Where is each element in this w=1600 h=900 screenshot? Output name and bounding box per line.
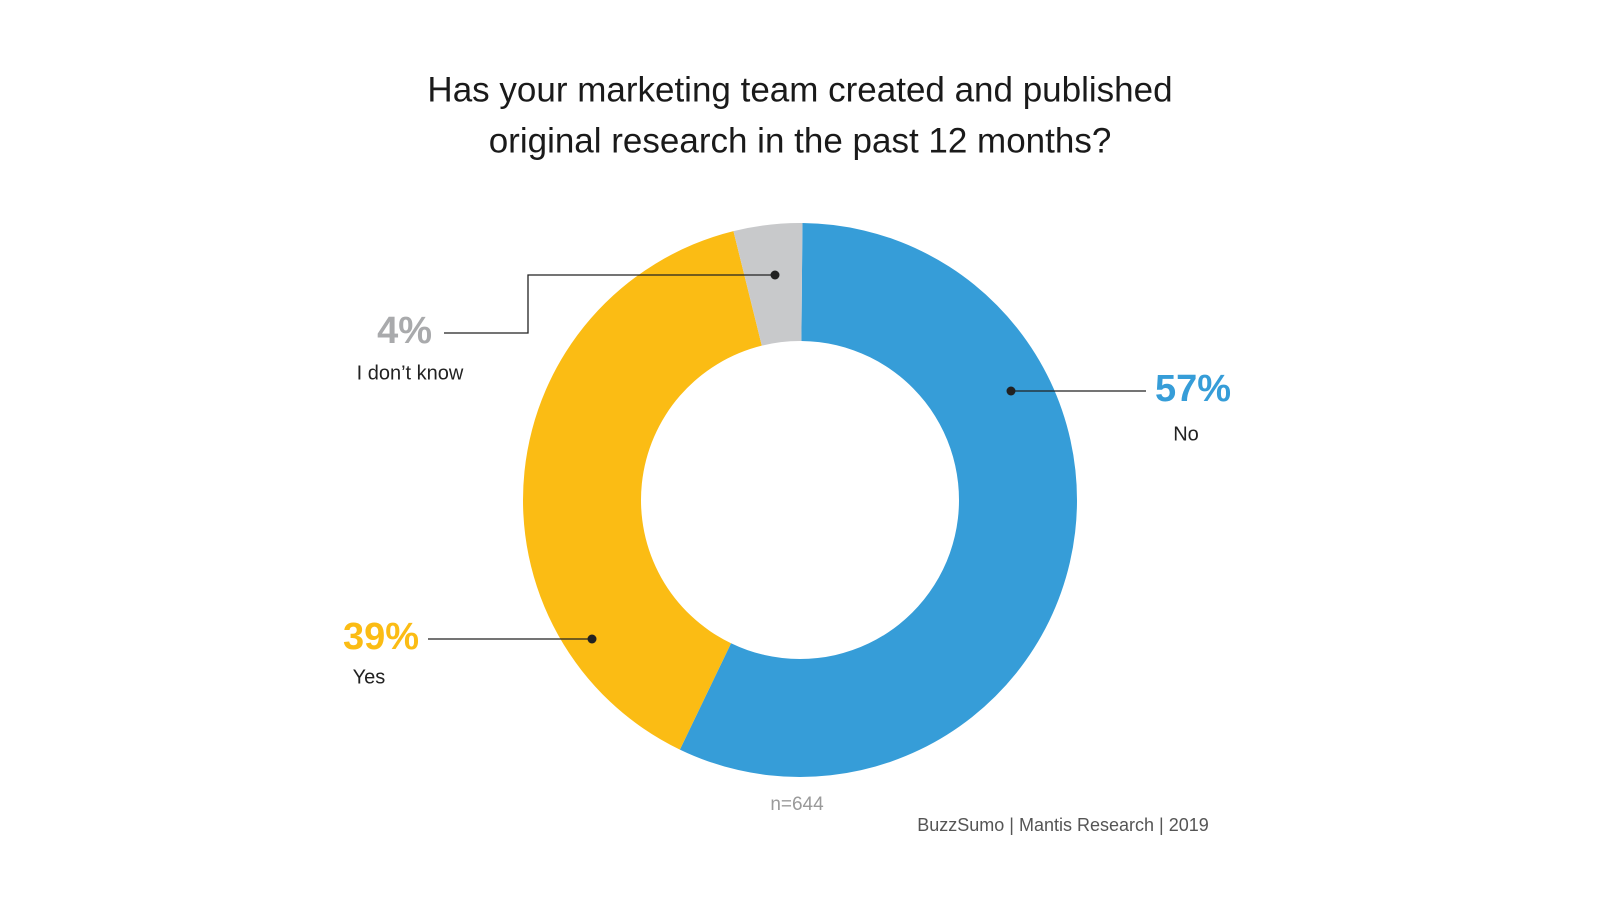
category-label: I don’t know — [357, 362, 464, 384]
leader-line — [444, 274, 775, 334]
value-label: 57% — [1155, 368, 1231, 410]
donut-slice — [733, 223, 803, 346]
donut-slice — [679, 223, 1077, 777]
category-label: Yes — [353, 666, 386, 688]
leader-dot — [587, 634, 597, 644]
category-label: No — [1173, 423, 1199, 445]
chart-title: Has your marketing team created and publ… — [427, 70, 1172, 109]
source: BuzzSumo | Mantis Research | 2019 — [917, 815, 1209, 835]
value-label: 39% — [343, 616, 419, 658]
leader-dot — [1006, 386, 1016, 396]
chart-title: original research in the past 12 months? — [489, 121, 1112, 160]
sample-size: n=644 — [770, 794, 824, 815]
value-label: 4% — [377, 310, 432, 352]
leader-dot — [770, 270, 780, 280]
donut-slice — [523, 231, 762, 750]
